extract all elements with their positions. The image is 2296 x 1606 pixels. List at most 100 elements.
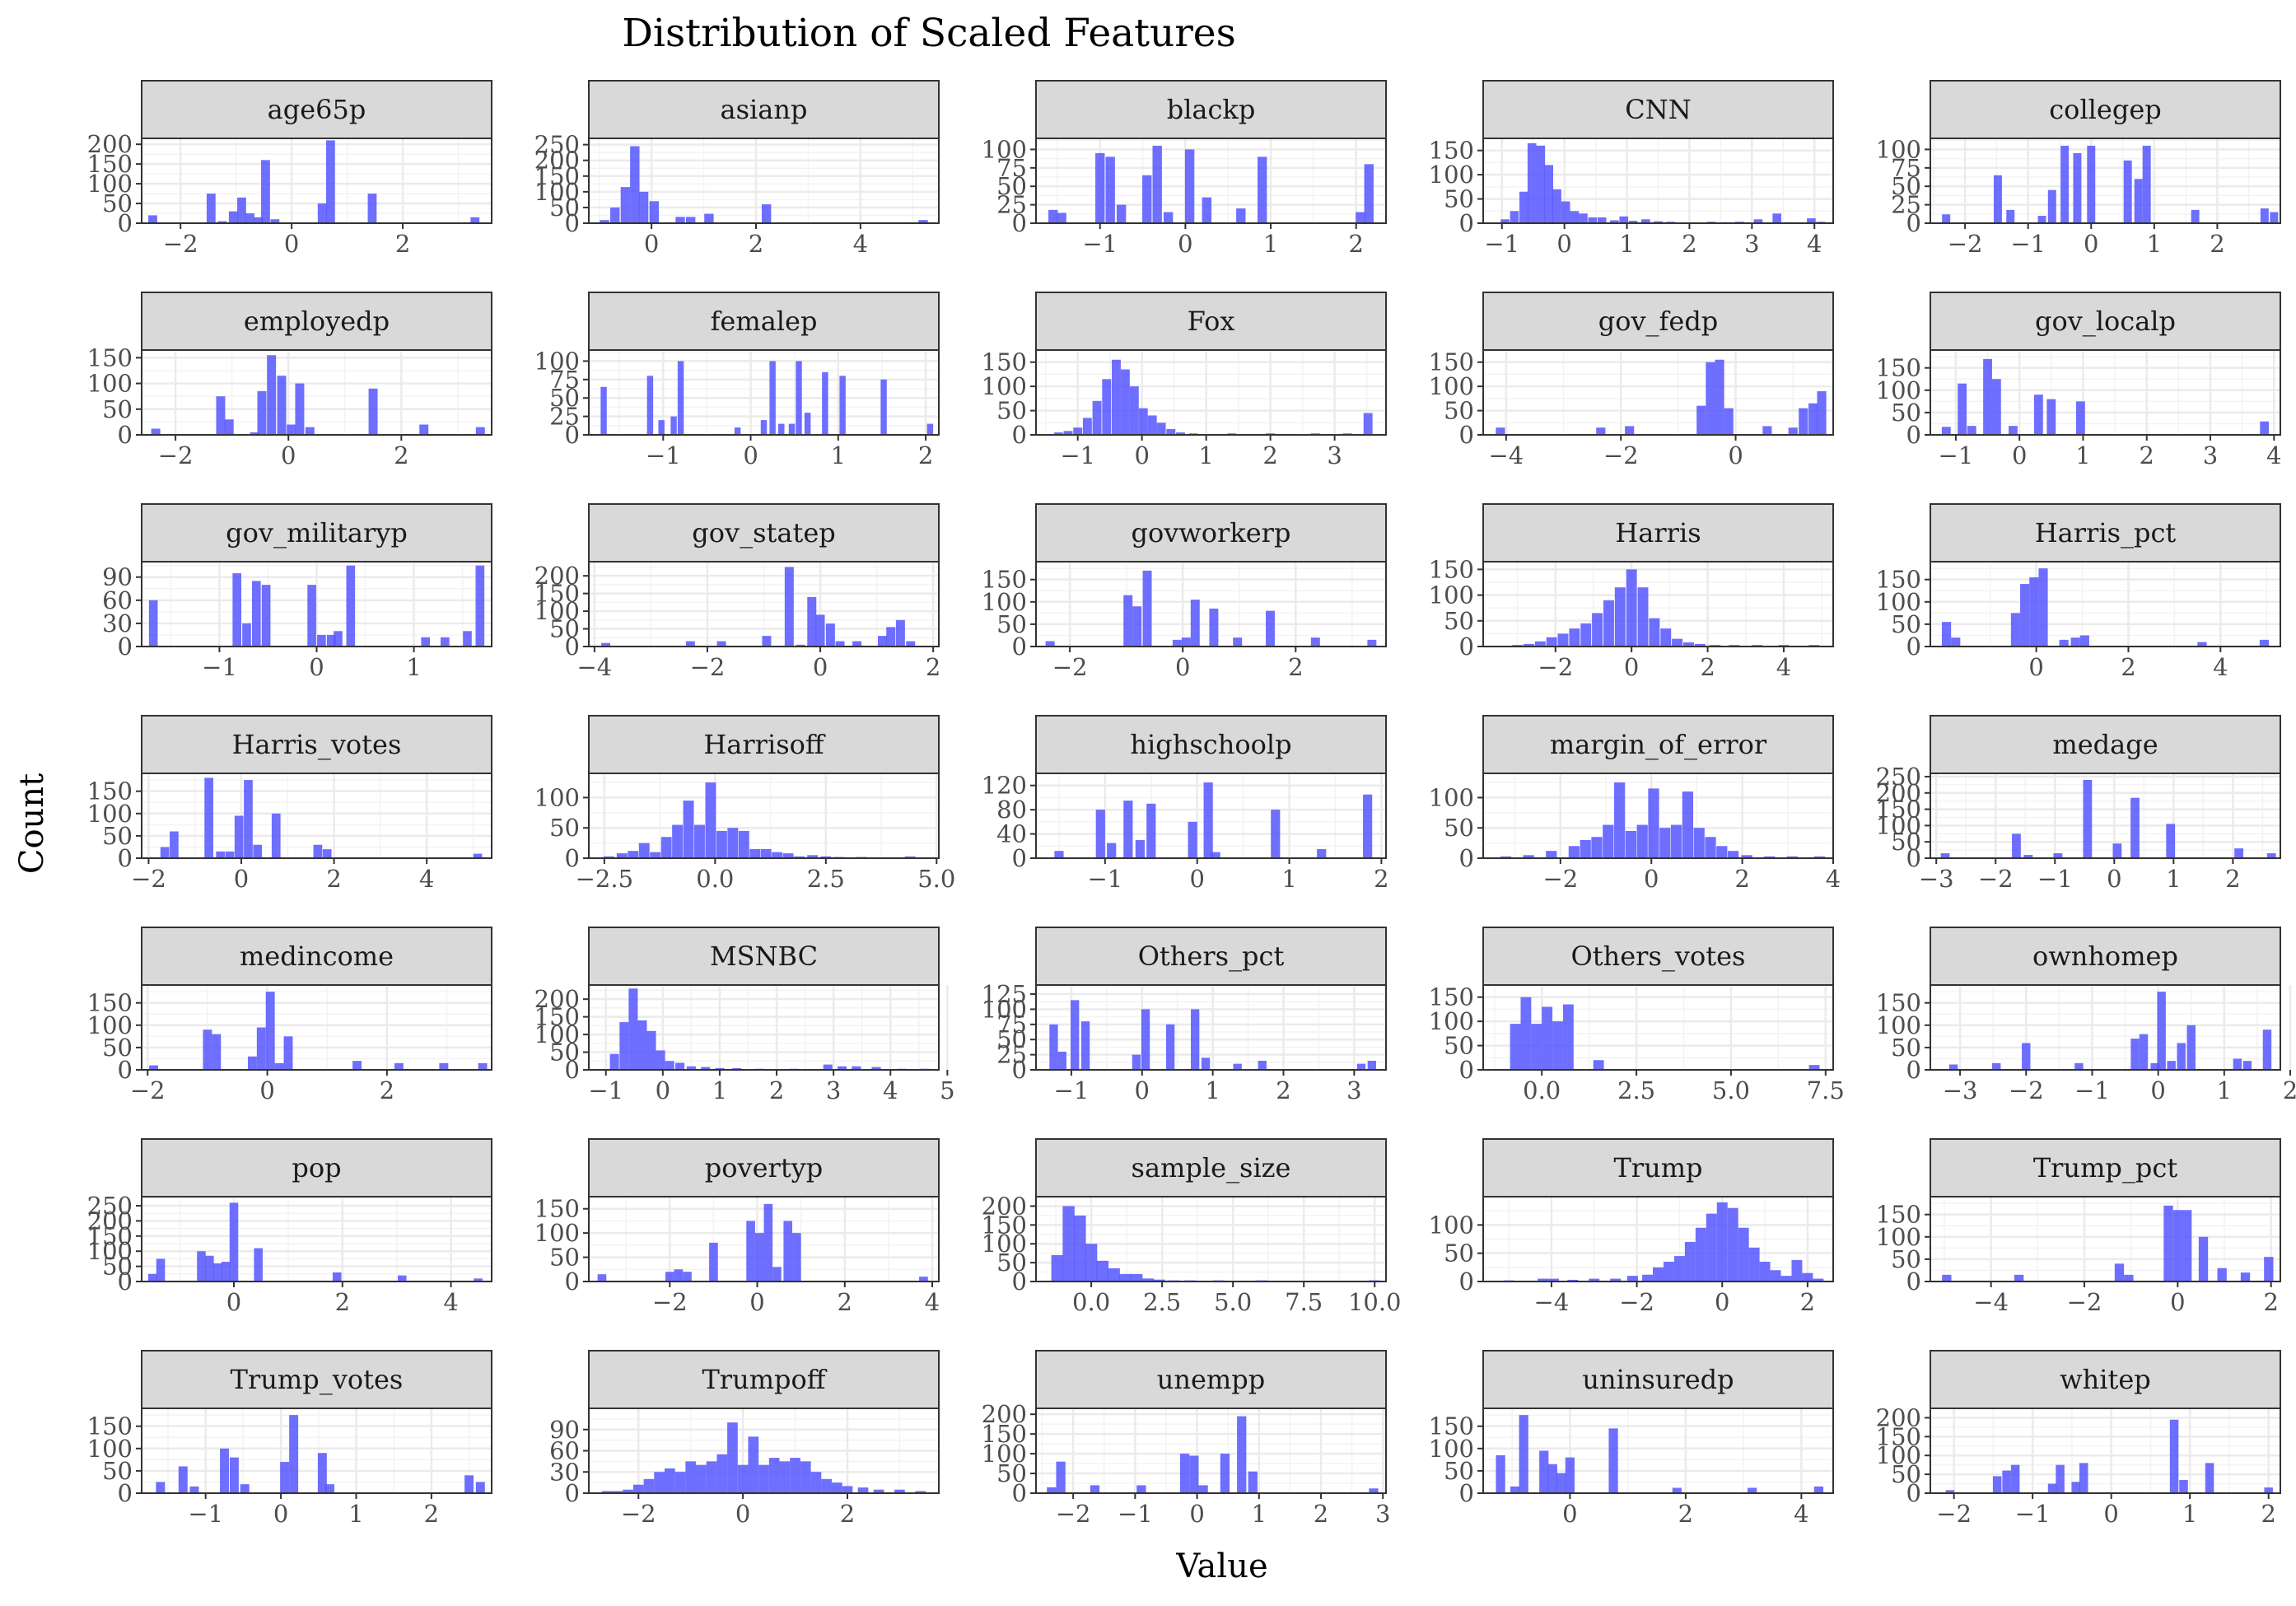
histogram-bar <box>603 856 614 858</box>
histogram-bar <box>1548 1278 1559 1282</box>
histogram-bar <box>1641 219 1650 223</box>
histogram-bar <box>325 140 335 223</box>
histogram-bar <box>1663 1261 1674 1282</box>
x-tick-label: 0 <box>2150 1076 2165 1104</box>
histogram-bar <box>1057 212 1066 223</box>
facet-strip <box>1482 715 1834 774</box>
y-tick-label: 0 <box>565 421 580 449</box>
histogram-bar <box>1552 189 1561 223</box>
y-tick-label: 50 <box>996 610 1027 638</box>
histogram-bar <box>1179 1454 1190 1493</box>
panel-background <box>1930 773 2280 858</box>
y-tick-label: 40 <box>996 820 1027 848</box>
x-tick-label: 4 <box>1794 1500 1808 1528</box>
panel-border <box>141 984 492 1071</box>
x-tick-label: −4 <box>1488 441 1524 469</box>
histogram-bar <box>880 379 887 435</box>
histogram-bar <box>1724 408 1734 435</box>
y-tick-label: 100 <box>1876 588 1921 616</box>
histogram-bar <box>2123 160 2132 223</box>
histogram-bar <box>704 213 714 223</box>
x-tick-label: 10.0 <box>1348 1288 1402 1316</box>
x-tick-label: −2 <box>690 653 726 681</box>
y-tick-label: 200 <box>87 1207 133 1235</box>
y-tick-label: 75 <box>1891 154 1921 182</box>
histogram-bar <box>2022 1043 2031 1070</box>
histogram-bar <box>1759 1261 1771 1282</box>
y-tick-label: 0 <box>1906 1479 1921 1507</box>
y-tick-label: 50 <box>996 1249 1027 1277</box>
histogram-bar <box>1356 212 1365 223</box>
facet-label: Harris_pct <box>2035 517 2177 549</box>
histogram-bar <box>873 1489 884 1493</box>
histogram-bar <box>1092 400 1102 435</box>
x-tick-label: 3 <box>1375 1500 1390 1528</box>
histogram-bar <box>1363 794 1373 858</box>
histogram-bar <box>2205 1463 2214 1493</box>
x-tick-label: −1 <box>2037 865 2073 893</box>
y-tick-label: 0 <box>1459 844 1474 872</box>
histogram-bar <box>317 203 327 223</box>
histogram-bar <box>2197 642 2207 647</box>
histogram-bar <box>1510 1486 1520 1493</box>
histogram-bar <box>1694 643 1706 647</box>
histogram-bar <box>245 213 254 223</box>
histogram-bar <box>674 1269 684 1282</box>
y-tick-label: 150 <box>87 989 133 1017</box>
histogram-bar <box>746 1221 755 1282</box>
histogram-bar <box>1591 837 1603 858</box>
histogram-bar <box>1748 1247 1760 1282</box>
histogram-bar <box>1073 427 1083 435</box>
histogram-bar <box>1614 587 1626 647</box>
histogram-bar <box>2240 1272 2251 1282</box>
histogram-bar <box>1369 1488 1379 1493</box>
y-tick-label: 0 <box>1012 209 1027 237</box>
panel-background <box>1483 350 1833 435</box>
histogram-bar <box>1136 1485 1146 1493</box>
histogram-bar <box>216 396 226 435</box>
histogram-bar <box>1648 788 1659 858</box>
histogram-bar <box>1610 220 1619 223</box>
histogram-bar <box>253 844 263 858</box>
histogram-bar <box>2083 779 2093 858</box>
facet-label: sample_size <box>1132 1152 1291 1183</box>
x-tick-label: 1 <box>1252 1500 1267 1528</box>
histogram-bar <box>421 637 431 647</box>
y-tick-label: 50 <box>102 395 133 423</box>
histogram-bar <box>2014 1274 2024 1282</box>
y-tick-label: 50 <box>996 172 1027 200</box>
facet-strip <box>1930 1138 2281 1197</box>
histogram-bar <box>271 813 281 858</box>
facet-label: Others_pct <box>1138 941 1285 972</box>
x-tick-label: 1 <box>831 441 846 469</box>
histogram-bar <box>464 1475 474 1493</box>
y-tick-label: 150 <box>1429 348 1474 376</box>
histogram-bar <box>1108 1268 1120 1282</box>
histogram-bar <box>2047 1483 2057 1493</box>
x-tick-label: 2 <box>1682 230 1696 258</box>
histogram-bar <box>1813 1486 1824 1493</box>
panel-border <box>1482 984 1834 1071</box>
histogram-bar <box>1198 1485 1208 1493</box>
histogram-bar <box>2070 637 2080 647</box>
histogram-bar <box>1096 1260 1109 1282</box>
y-tick-label: 25 <box>1891 191 1921 219</box>
x-tick-label: −2 <box>621 1500 656 1528</box>
y-axis-title: Count <box>13 773 51 874</box>
histogram-bar <box>1527 142 1537 223</box>
x-tick-label: 4 <box>2213 653 2228 681</box>
histogram-bar <box>2242 1061 2252 1070</box>
histogram-bar <box>1090 1485 1100 1493</box>
x-tick-label: −2 <box>2067 1288 2102 1316</box>
histogram-bar <box>1049 1024 1058 1070</box>
histogram-bar <box>1762 426 1772 435</box>
histogram-bar <box>769 361 776 435</box>
x-tick-label: 0 <box>813 653 828 681</box>
y-tick-label: 100 <box>1429 1211 1474 1239</box>
histogram-bar <box>1544 165 1553 223</box>
panel-border <box>1930 138 2281 224</box>
